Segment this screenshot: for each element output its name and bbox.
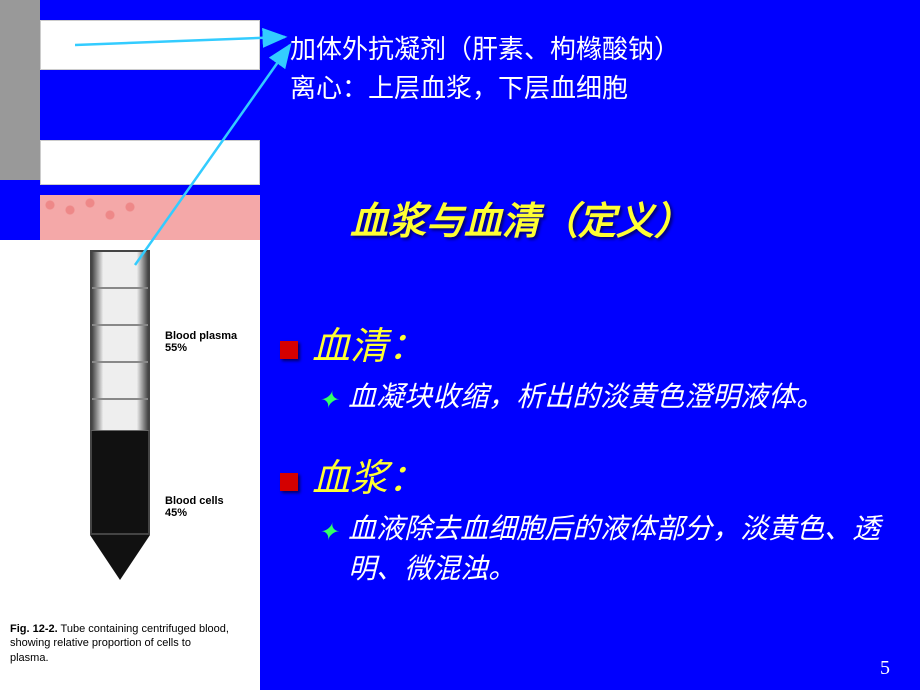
top-text-line1: 加体外抗凝剂（肝素、枸橼酸钠） [290, 30, 680, 69]
bullet-square-icon [280, 473, 298, 491]
bullet-square-icon [280, 341, 298, 359]
cells-label-text: Blood cells [165, 495, 224, 507]
star-icon: ✦ [318, 516, 338, 551]
cells-pct: 45% [165, 507, 187, 519]
content-area: 血清： ✦ 血凝块收缩，析出的淡黄色澄明液体。 血浆： ✦ 血液除去血细胞后的液… [280, 315, 900, 619]
plasma-pct: 55% [165, 342, 187, 354]
serum-label: 血清： [312, 315, 426, 370]
top-annotation: 加体外抗凝剂（肝素、枸橼酸钠） 离心：上层血浆，下层血细胞 [290, 30, 680, 108]
plasma-label-text: Blood plasma [165, 330, 237, 342]
centrifuge-tube [90, 250, 150, 580]
page-number: 5 [880, 657, 890, 680]
top-image-region [0, 0, 260, 240]
tube-tip [90, 535, 150, 580]
serum-definition: ✦ 血凝块收缩，析出的淡黄色澄明液体。 [318, 378, 900, 419]
plasma-definition: ✦ 血液除去血细胞后的液体部分，淡黄色、透明、微混浊。 [318, 510, 900, 591]
plasma-def-text: 血液除去血细胞后的液体部分，淡黄色、透明、微混浊。 [348, 510, 900, 591]
white-band-bottom [40, 140, 260, 185]
tube-figure: Blood plasma 55% Blood cells 45% Fig. 12… [0, 240, 260, 690]
blood-cell-band [40, 195, 260, 240]
plasma-label: Blood plasma 55% [165, 330, 237, 354]
tube-plasma-layer [90, 250, 150, 430]
plasma-label: 血浆： [312, 447, 426, 502]
gray-block [0, 0, 40, 180]
tube-cells-layer [90, 430, 150, 535]
cells-label: Blood cells 45% [165, 495, 224, 519]
caption-number: Fig. 12-2. [10, 623, 58, 635]
term-plasma: 血浆： [280, 447, 900, 502]
top-text-line2: 离心：上层血浆，下层血细胞 [290, 69, 680, 108]
star-icon: ✦ [318, 384, 338, 419]
slide-title: 血浆与血清（定义） [350, 190, 692, 245]
serum-def-text: 血凝块收缩，析出的淡黄色澄明液体。 [348, 378, 824, 419]
white-band-top [40, 20, 260, 70]
term-serum: 血清： [280, 315, 900, 370]
figure-caption: Fig. 12-2. Tube containing centrifuged b… [10, 622, 230, 665]
